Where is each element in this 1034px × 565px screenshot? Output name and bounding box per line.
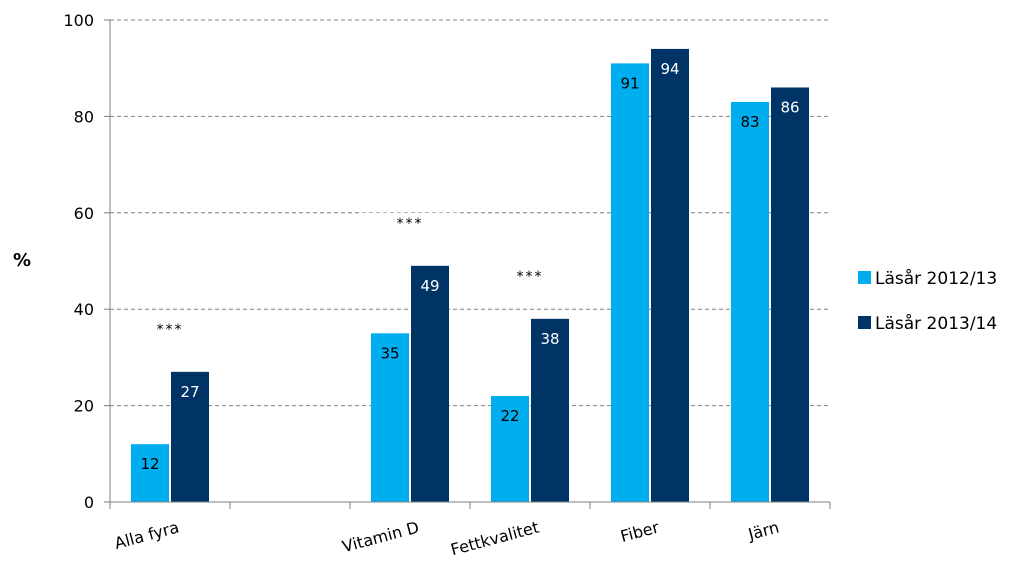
bar — [731, 101, 769, 502]
data-label: 91 — [620, 74, 639, 92]
annotation-background — [480, 265, 580, 288]
significance-annotation: *** — [157, 322, 184, 338]
bar — [171, 371, 209, 502]
legend-swatch — [858, 271, 871, 284]
bar — [411, 265, 449, 502]
data-label: 35 — [380, 344, 399, 362]
significance-annotation: *** — [397, 216, 424, 232]
data-label: 83 — [740, 113, 759, 131]
annotation-background — [120, 318, 220, 341]
y-tick-label: 80 — [74, 107, 94, 126]
annotation-background — [360, 212, 460, 235]
x-tick-label: Vitamin D — [340, 518, 421, 557]
bar — [371, 333, 409, 502]
y-tick-label: 0 — [84, 493, 94, 512]
bar — [771, 87, 809, 502]
legend-swatch — [858, 316, 871, 329]
axes — [104, 19, 831, 509]
bars — [131, 48, 809, 503]
x-tick-label: Järn — [745, 518, 781, 545]
bar — [131, 444, 169, 502]
gridlines — [110, 19, 830, 407]
y-tick-label: 100 — [63, 11, 94, 30]
x-tick-label: Fettkvalitet — [449, 518, 541, 560]
y-tick-label: 20 — [74, 397, 94, 416]
y-tick-label: 60 — [74, 204, 94, 223]
significance-annotation: *** — [517, 269, 544, 285]
data-label: 38 — [540, 330, 559, 348]
bar — [531, 318, 569, 502]
data-label: 27 — [180, 383, 199, 401]
legend-label: Läsår 2012/13 — [875, 268, 997, 289]
bar — [611, 63, 649, 502]
bar — [491, 395, 529, 502]
data-label: 22 — [500, 407, 519, 425]
data-label: 86 — [780, 98, 799, 116]
y-tick-label: 40 — [74, 300, 94, 319]
data-label: 12 — [140, 455, 159, 473]
data-label: 94 — [660, 60, 679, 78]
data-label: 49 — [420, 277, 439, 295]
bar — [651, 48, 689, 503]
legend-label: Läsår 2013/14 — [875, 313, 997, 334]
legend: Läsår 2012/13 Läsår 2013/14 — [858, 268, 997, 334]
y-axis-label: % — [13, 250, 31, 271]
x-tick-label: Alla fyra — [112, 518, 181, 553]
x-tick-label: Fiber — [618, 517, 661, 546]
